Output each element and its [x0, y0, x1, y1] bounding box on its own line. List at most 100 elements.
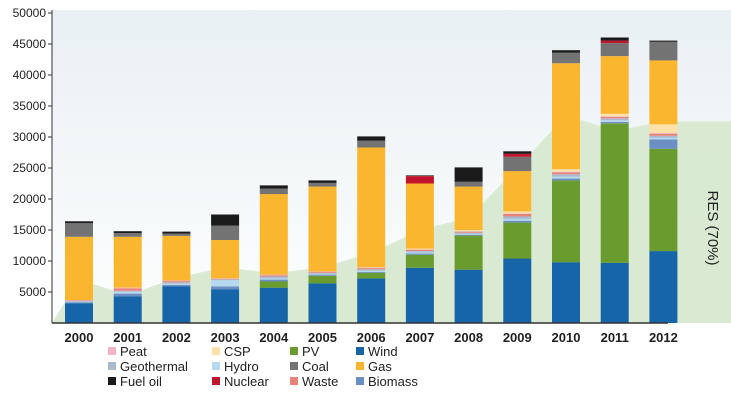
bar-geothermal-2003: [211, 279, 240, 281]
x-tick-label: 2008: [454, 330, 483, 345]
legend-label-waste: Waste: [302, 374, 338, 389]
bar-fuel-oil-2007: [405, 175, 434, 176]
bar-peat-2012: [649, 133, 678, 134]
bar-fuel-oil-2006: [357, 136, 386, 141]
bar-waste-2001: [113, 288, 142, 291]
bar-pv-2006: [357, 272, 386, 279]
legend-label-csp: CSP: [224, 344, 251, 359]
bar-fuel-oil-2009: [503, 151, 532, 154]
x-tick-label: 2006: [357, 330, 386, 345]
bar-fuel-oil-2012: [649, 40, 678, 42]
bar-geothermal-2006: [357, 269, 386, 271]
x-tick-label: 2001: [113, 330, 142, 345]
bar-wind-2005: [308, 283, 337, 323]
bar-csp-2007: [405, 248, 434, 250]
bar-pv-2008: [454, 235, 483, 270]
bar-wind-2004: [259, 287, 288, 323]
legend-label-gas: Gas: [368, 359, 392, 374]
bar-fuel-oil-2005: [308, 180, 337, 183]
legend-label-wind: Wind: [368, 344, 398, 359]
x-tick-label: 2004: [259, 330, 289, 345]
bar-gas-2006: [357, 147, 386, 268]
res-label: RES (70%): [704, 190, 721, 265]
bar-coal-2004: [259, 188, 288, 195]
bar-waste-2004: [259, 275, 288, 277]
bar-biomass-2000: [65, 302, 93, 304]
bar-nuclear-2011: [600, 40, 629, 44]
bar-waste-2012: [649, 133, 678, 136]
y-tick-label: 20000: [13, 192, 47, 206]
bar-wind-2012: [649, 251, 678, 323]
bar-pv-2010: [552, 180, 580, 263]
bar-hydro-2003: [211, 280, 240, 287]
y-tick-label: 50000: [13, 6, 47, 20]
bar-pv-2012: [649, 148, 678, 252]
bar-fuel-oil-2000: [65, 221, 93, 224]
x-tick-label: 2002: [162, 330, 191, 345]
bar-waste-2000: [65, 300, 93, 301]
bar-peat-2002: [162, 280, 191, 282]
bar-wind-2011: [600, 262, 629, 323]
bar-peat-2007: [405, 249, 434, 250]
legend-label-nuclear: Nuclear: [224, 374, 269, 389]
bar-geothermal-2001: [113, 290, 142, 292]
bar-peat-2000: [65, 300, 93, 301]
bar-coal-2000: [65, 223, 93, 237]
bar-waste-2010: [552, 172, 580, 175]
bar-gas-2005: [308, 186, 337, 272]
legend-label-geothermal: Geothermal: [120, 359, 188, 374]
bar-csp-2008: [454, 230, 483, 232]
bar-gas-2010: [552, 63, 580, 170]
bar-pv-2004: [259, 281, 288, 288]
bar-hydro-2011: [600, 120, 629, 122]
bar-biomass-2004: [259, 279, 288, 282]
bar-coal-2012: [649, 41, 678, 61]
x-tick-label: 2012: [649, 330, 678, 345]
bar-gas-2007: [405, 183, 434, 249]
bar-wind-2000: [65, 303, 93, 323]
legend-label-pv: PV: [302, 344, 320, 359]
bar-csp-2010: [552, 169, 580, 172]
bar-pv-2007: [405, 254, 434, 268]
bar-hydro-2007: [405, 252, 434, 254]
bar-csp-2012: [649, 124, 678, 133]
bar-fuel-oil-2010: [552, 50, 580, 53]
legend-swatch-waste: [290, 377, 298, 385]
legend-swatch-coal: [290, 362, 298, 370]
legend-swatch-peat: [108, 347, 116, 355]
bar-wind-2002: [162, 286, 191, 323]
bar-coal-2011: [600, 43, 629, 57]
bar-coal-2006: [357, 140, 386, 148]
bar-wind-2001: [113, 296, 142, 323]
bar-geothermal-2011: [600, 118, 629, 121]
x-tick-label: 2000: [65, 330, 94, 345]
y-tick-label: 40000: [13, 68, 47, 82]
legend-label-coal: Coal: [302, 359, 329, 374]
bar-fuel-oil-2008: [454, 167, 483, 182]
legend-label-peat: Peat: [120, 344, 147, 359]
bar-waste-2008: [454, 231, 483, 233]
y-tick-label: 15000: [13, 223, 47, 237]
bar-peat-2008: [454, 231, 483, 232]
legend-label-fuel-oil: Fuel oil: [120, 374, 162, 389]
bar-gas-2002: [162, 235, 191, 281]
bar-hydro-2009: [503, 218, 532, 221]
bar-coal-2009: [503, 156, 532, 172]
bar-biomass-2002: [162, 284, 191, 287]
bar-gas-2004: [259, 194, 288, 275]
bar-gas-2009: [503, 171, 532, 212]
bar-peat-2006: [357, 267, 386, 269]
legend-swatch-hydro: [212, 362, 220, 370]
bar-coal-2005: [308, 182, 337, 187]
bar-hydro-2005: [308, 273, 337, 275]
bar-wind-2006: [357, 278, 386, 323]
bar-waste-2007: [405, 249, 434, 251]
bar-gas-2011: [600, 56, 629, 114]
bar-hydro-2012: [649, 137, 678, 140]
bar-fuel-oil-2001: [113, 231, 142, 234]
bar-peat-2001: [113, 287, 142, 289]
bar-biomass-2005: [308, 274, 337, 276]
bar-peat-2005: [308, 271, 337, 272]
legend-swatch-nuclear: [212, 377, 220, 385]
bar-fuel-oil-2004: [259, 185, 288, 189]
